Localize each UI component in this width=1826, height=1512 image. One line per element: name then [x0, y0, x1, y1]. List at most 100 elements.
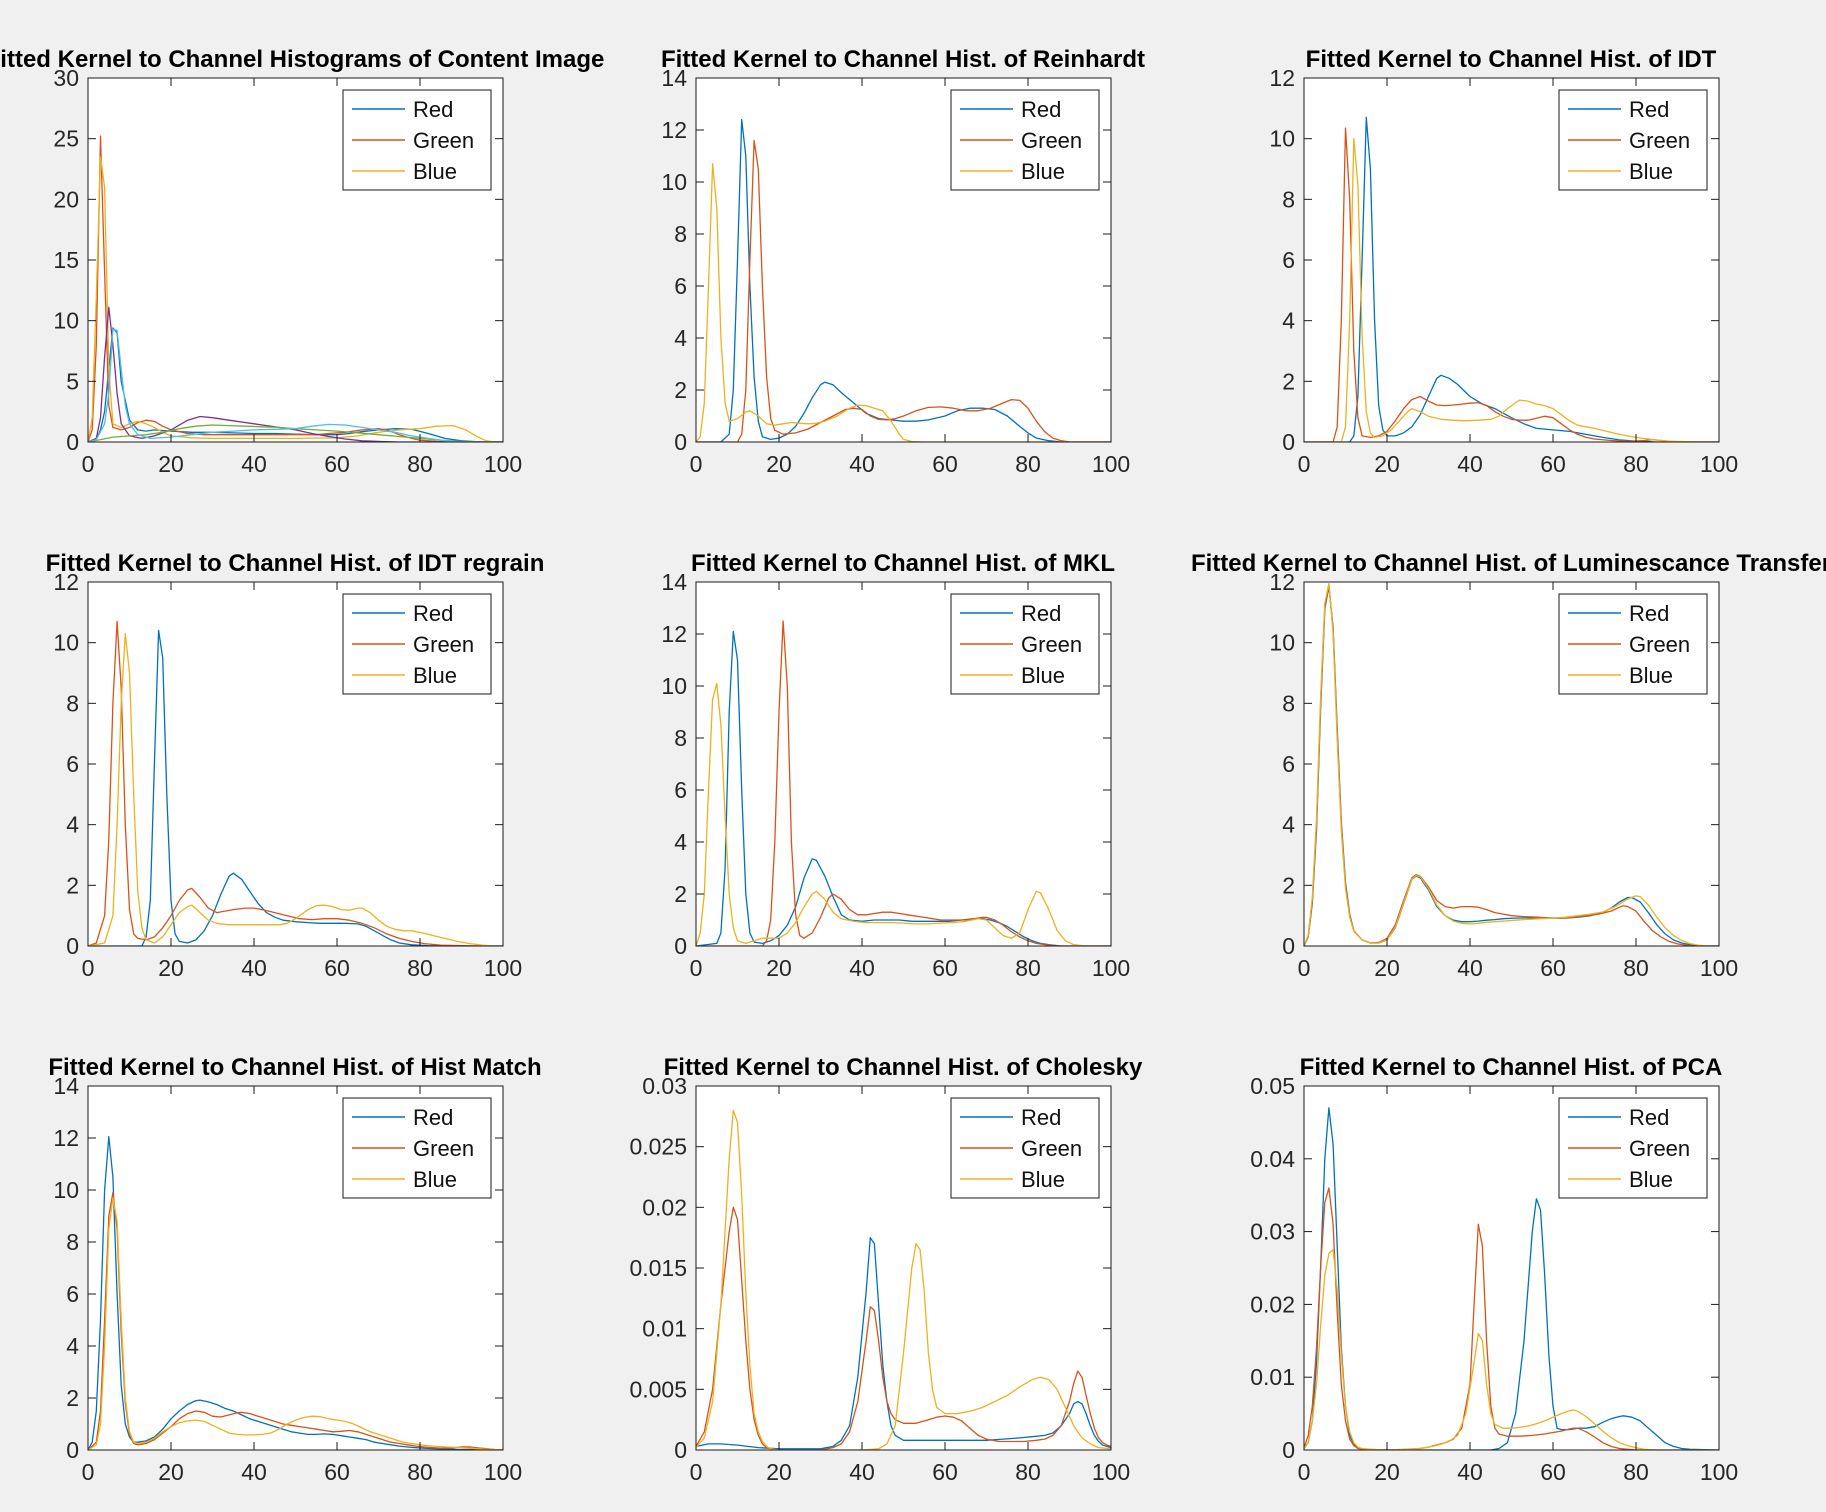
y-tick-label: 14	[53, 1073, 79, 1099]
y-tick-label: 2	[1282, 872, 1295, 898]
y-tick-label: 14	[661, 65, 687, 91]
plot-title: Fitted Kernel to Channel Hist. of PCA	[1299, 1054, 1723, 1081]
y-tick-label: 8	[674, 221, 687, 247]
x-tick-label: 100	[484, 1459, 522, 1485]
plot-canvas: 0 20 40 60 80 100 0 2 4 6 8 10 12 Red Green Blue	[1269, 569, 1738, 981]
plot-canvas: 0 20 40 60 80 100 0 2 4 6 8 10 12 14 Red Green Blue	[53, 1073, 522, 1485]
y-tick-label: 0.03	[642, 1073, 687, 1099]
y-tick-label: 0	[674, 933, 687, 959]
curves-group	[88, 135, 503, 442]
curve-blue	[88, 632, 503, 946]
x-tick-label: 80	[1623, 955, 1649, 981]
legend-label: Blue	[1629, 159, 1673, 184]
y-tick-label: 10	[53, 1177, 79, 1203]
x-tick-label: 0	[1298, 451, 1311, 477]
legend-label: Blue	[1021, 159, 1065, 184]
x-tick-label: 0	[1298, 1459, 1311, 1485]
y-tick-label: 8	[1282, 690, 1295, 716]
x-tick-label: 60	[932, 1459, 958, 1485]
curve-red	[696, 630, 1111, 946]
x-tick-label: 100	[484, 451, 522, 477]
x-tick-label: 40	[1457, 955, 1483, 981]
y-tick-label: 0.02	[1250, 1291, 1295, 1317]
y-tick-label: 12	[661, 621, 687, 647]
plot-title: Fitted Kernel to Channel Hist. of IDT re…	[45, 550, 545, 577]
x-tick-label: 40	[1457, 1459, 1483, 1485]
y-tick-label: 0	[1282, 1437, 1295, 1463]
x-tick-label: 0	[690, 1459, 703, 1485]
x-tick-label: 80	[1623, 451, 1649, 477]
curves-group	[1304, 116, 1719, 442]
curve-extra-purple	[88, 306, 503, 442]
y-tick-label: 0	[1282, 429, 1295, 455]
curve-green	[88, 620, 503, 946]
curve-green	[1304, 127, 1719, 442]
y-tick-label: 8	[66, 690, 79, 716]
legend-label: Blue	[413, 1167, 457, 1192]
y-tick-label: 0	[66, 429, 79, 455]
y-tick-label: 10	[661, 169, 687, 195]
x-tick-label: 60	[1540, 451, 1566, 477]
curve-green	[696, 1206, 1111, 1450]
x-tick-label: 100	[1092, 451, 1130, 477]
plot-title: Fitted Kernel to Channel Histograms of C…	[0, 46, 605, 73]
y-tick-label: 6	[1282, 247, 1295, 273]
curve-blue	[696, 163, 1111, 442]
legend-label: Blue	[413, 159, 457, 184]
y-tick-label: 0.04	[1250, 1146, 1295, 1172]
x-tick-label: 20	[766, 1459, 792, 1485]
y-tick-label: 6	[1282, 751, 1295, 777]
legend-label: Blue	[1021, 663, 1065, 688]
legend-label: Red	[1629, 97, 1669, 122]
y-tick-label: 2	[1282, 368, 1295, 394]
curve-red	[696, 118, 1111, 442]
plot-canvas: 0 20 40 60 80 100 0 0.005 0.01 0.015 0.02 0.025 0.03…	[629, 1073, 1130, 1485]
y-tick-label: 8	[674, 725, 687, 751]
curve-green	[88, 1191, 503, 1450]
x-tick-label: 60	[1540, 955, 1566, 981]
x-tick-label: 80	[1015, 955, 1041, 981]
subplot-reinhardt: Fitted Kernel to Channel Hist. of Reinha…	[608, 0, 1216, 504]
legend-label: Red	[1021, 97, 1061, 122]
plot-title: Fitted Kernel to Channel Hist. of Reinha…	[660, 46, 1146, 73]
x-tick-label: 80	[1015, 451, 1041, 477]
y-tick-label: 4	[1282, 308, 1295, 334]
curve-blue	[88, 1197, 503, 1450]
x-tick-label: 100	[1700, 955, 1738, 981]
x-tick-label: 20	[766, 451, 792, 477]
curve-green	[696, 139, 1111, 442]
y-tick-label: 0.01	[642, 1316, 687, 1342]
curves-group	[696, 118, 1111, 442]
x-tick-label: 60	[932, 955, 958, 981]
legend-label: Red	[1629, 1105, 1669, 1130]
y-tick-label: 4	[1282, 812, 1295, 838]
curve-green	[1304, 1187, 1719, 1450]
axes-box	[1303, 1085, 1720, 1451]
y-tick-label: 8	[66, 1229, 79, 1255]
y-tick-label: 4	[674, 325, 687, 351]
curve-red	[1304, 1107, 1719, 1450]
y-tick-label: 4	[66, 812, 79, 838]
y-tick-label: 25	[53, 126, 79, 152]
x-tick-label: 40	[849, 1459, 875, 1485]
subplot-content-image: Fitted Kernel to Channel Histograms of C…	[0, 0, 608, 504]
y-tick-label: 12	[53, 569, 79, 595]
x-tick-label: 0	[690, 451, 703, 477]
x-tick-label: 20	[1374, 451, 1400, 477]
legend-label: Green	[1021, 128, 1082, 153]
x-tick-label: 60	[324, 451, 350, 477]
legend-label: Red	[413, 97, 453, 122]
y-tick-label: 10	[1269, 630, 1295, 656]
y-tick-label: 6	[66, 1281, 79, 1307]
subplot-mkl: Fitted Kernel to Channel Hist. of MKL 0 2…	[608, 504, 1216, 1008]
y-tick-label: 15	[53, 247, 79, 273]
y-tick-label: 0	[1282, 933, 1295, 959]
x-tick-label: 20	[1374, 955, 1400, 981]
curve-blue	[88, 156, 503, 442]
x-tick-label: 60	[324, 955, 350, 981]
curve-blue	[696, 1109, 1111, 1450]
subplot-pca: Fitted Kernel to Channel Hist. of PCA 0 2…	[1216, 1008, 1826, 1512]
plot-title: Fitted Kernel to Channel Hist. of Hist M…	[48, 1054, 542, 1081]
